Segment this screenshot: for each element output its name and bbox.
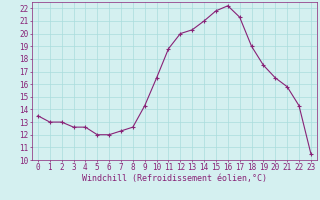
X-axis label: Windchill (Refroidissement éolien,°C): Windchill (Refroidissement éolien,°C) bbox=[82, 174, 267, 183]
